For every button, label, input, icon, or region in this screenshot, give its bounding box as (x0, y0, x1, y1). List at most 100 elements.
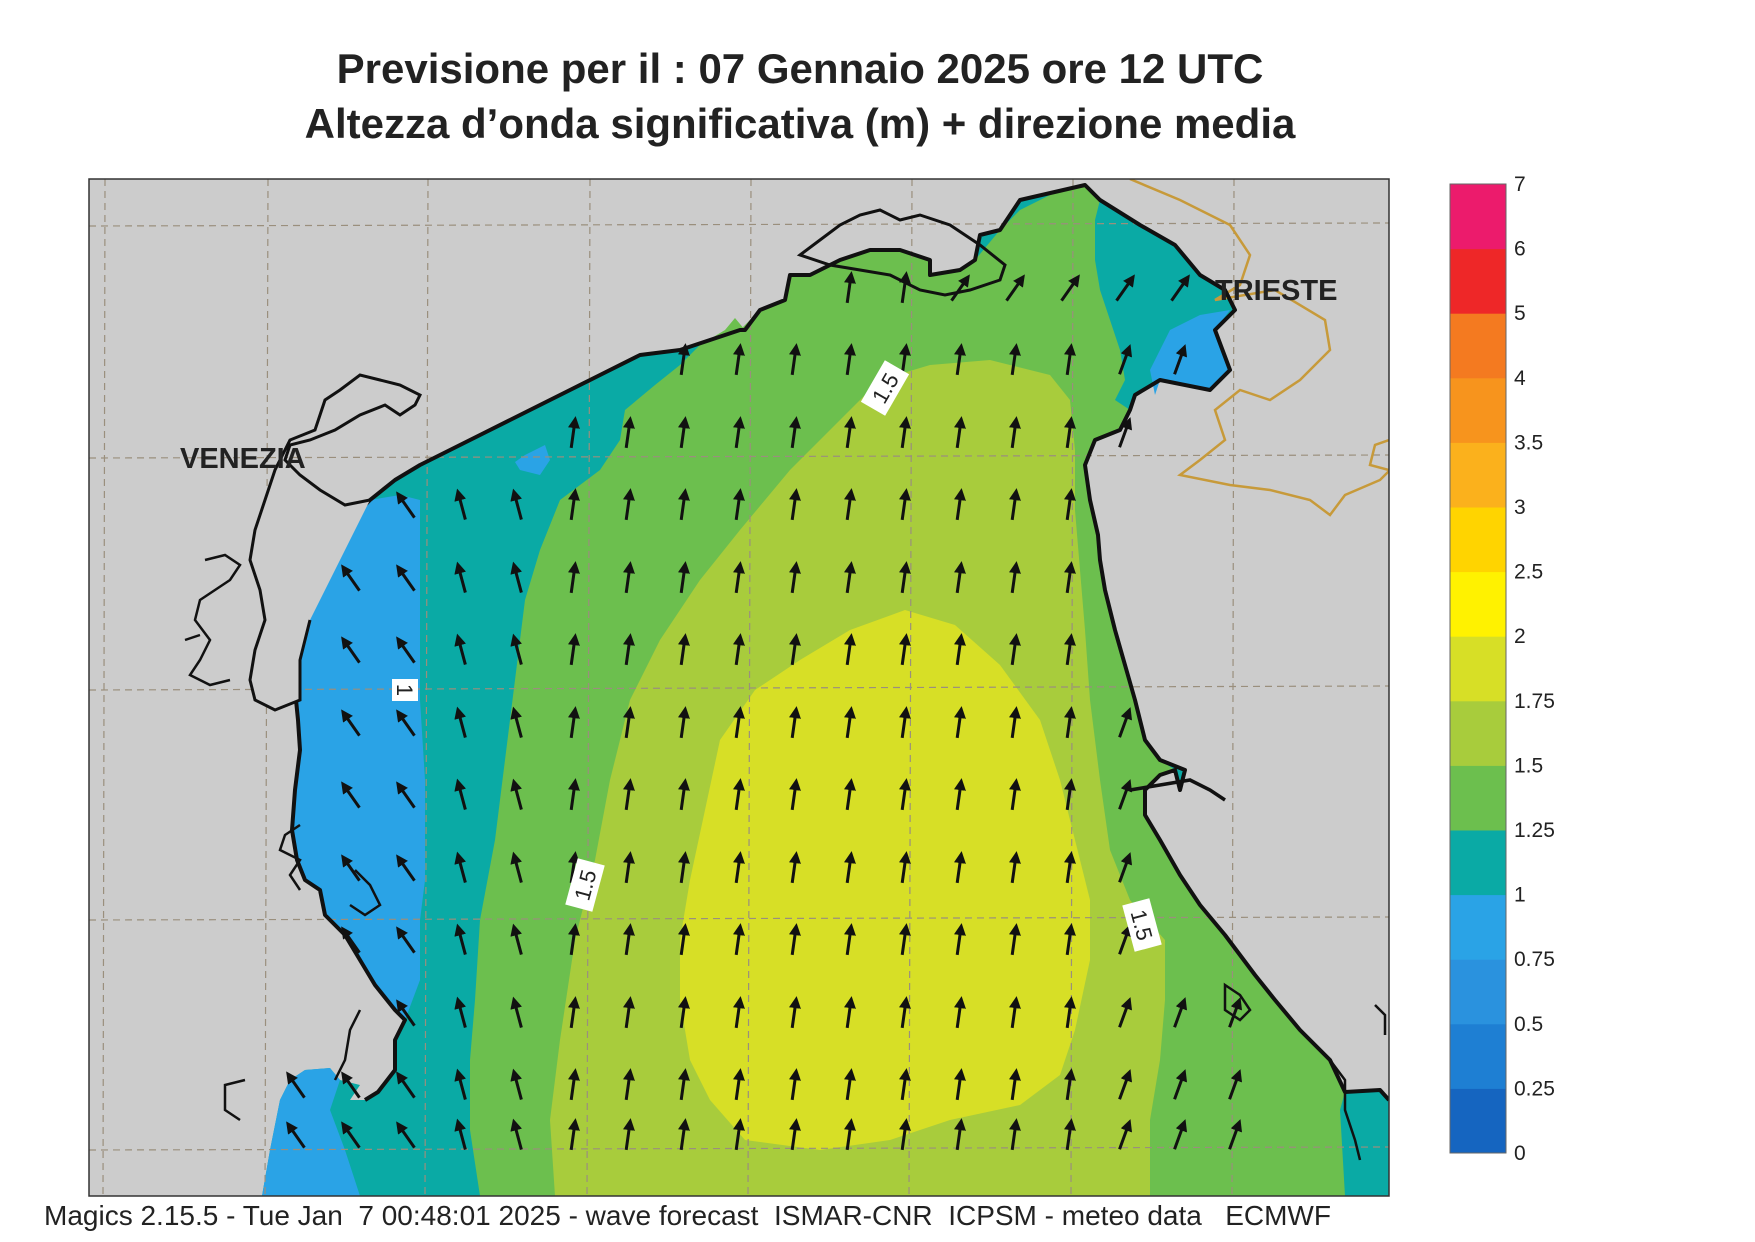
wave-arrow (1009, 996, 1021, 1029)
wave-arrow (733, 1068, 745, 1101)
wave-arrow (899, 778, 911, 811)
map-title: Previsione per il : 07 Gennaio 2025 ore … (336, 45, 1264, 92)
wave-arrow (568, 416, 580, 449)
wave-arrow (899, 416, 911, 449)
city-label-venezia: VENEZIA (180, 443, 306, 475)
wave-arrow (396, 1071, 416, 1099)
wave-arrow (733, 778, 745, 811)
wave-arrow (844, 561, 856, 594)
wave-arrow (954, 706, 966, 739)
wave-arrow (954, 996, 966, 1029)
wave-arrow (844, 271, 856, 304)
wave-arrow (510, 633, 523, 665)
wave-direction-arrows (286, 271, 1243, 1151)
wave-arrow (1118, 707, 1133, 738)
wave-arrow (1064, 851, 1076, 884)
colorbar-tick-label: 0.5 (1514, 1013, 1543, 1036)
wave-arrow (733, 851, 745, 884)
wave-arrow (733, 706, 745, 739)
colorbar-swatch (1450, 1023, 1506, 1089)
wave-arrow (1173, 1069, 1188, 1100)
wave-arrow (1118, 924, 1133, 955)
wave-arrow (899, 1068, 911, 1101)
wave-arrow (454, 561, 467, 593)
wave-arrow (1009, 633, 1021, 666)
wave-arrow (844, 923, 856, 956)
band-blue-west (292, 495, 425, 1020)
grado-lagoon (796, 208, 1007, 297)
map-frame (88, 178, 1390, 1197)
wave-arrow (1064, 633, 1076, 666)
wave-arrow (899, 488, 911, 521)
colorbar-tick-label: 7 (1514, 173, 1526, 196)
wave-arrow (1228, 1069, 1243, 1100)
colorbar-tick-label: 4 (1514, 367, 1526, 390)
wave-arrow (789, 1068, 801, 1101)
colorbar-swatch (1450, 1088, 1506, 1154)
wave-arrow (1009, 343, 1021, 376)
map-subtitle: Altezza d’onda significativa (m) + direz… (304, 100, 1296, 147)
wave-arrow (733, 923, 745, 956)
wave-arrow (454, 633, 467, 665)
colorbar-tick-label: 0 (1514, 1142, 1526, 1165)
wave-arrow (1005, 274, 1025, 302)
wave-arrow (844, 996, 856, 1029)
wave-arrow (1009, 851, 1021, 884)
wave-arrow (568, 778, 580, 811)
wave-arrow (1118, 852, 1133, 883)
wave-arrow (899, 923, 911, 956)
wave-arrow (1173, 1119, 1188, 1150)
wave-arrow (678, 996, 690, 1029)
wave-arrow (568, 561, 580, 594)
wave-arrow (510, 851, 523, 883)
wave-arrow (568, 996, 580, 1029)
wave-arrow (954, 633, 966, 666)
wave-arrow (568, 706, 580, 739)
colorbar-swatch (1450, 636, 1506, 702)
wave-arrow (1009, 778, 1021, 811)
wave-arrow (341, 1121, 361, 1149)
wave-arrow (733, 996, 745, 1029)
colorbar-swatch (1450, 377, 1506, 443)
wave-arrow (844, 416, 856, 449)
wave-arrow (623, 633, 635, 666)
wave-arrow (1064, 706, 1076, 739)
colorbar-tick-label: 2.5 (1514, 561, 1543, 584)
wave-arrow (844, 343, 856, 376)
wave-arrow (510, 778, 523, 810)
colorbar: 0 0.25 0.5 0.75 1 1.25 1.5 1.75 2 2.5 3 3.5 4 5 6 7 (1449, 173, 1555, 1165)
wave-arrow (1064, 778, 1076, 811)
wave-arrow (341, 1071, 361, 1099)
wave-arrow (789, 923, 801, 956)
wave-arrow (733, 488, 745, 521)
wave-arrow (396, 1121, 416, 1149)
wave-arrow (789, 416, 801, 449)
contour-label-1-5-east: 1.5 (1122, 898, 1162, 952)
wave-arrow (1009, 1118, 1021, 1151)
wave-arrow (899, 271, 911, 304)
colorbar-tick-label: 0.75 (1514, 948, 1555, 971)
wave-arrow (678, 633, 690, 666)
wave-arrow (1118, 1119, 1133, 1150)
wave-arrow (1009, 561, 1021, 594)
wave-arrow (454, 851, 467, 883)
national-border (1129, 179, 1389, 517)
wave-arrow (341, 854, 361, 882)
wave-arrow (1118, 779, 1133, 810)
wave-arrow (1009, 488, 1021, 521)
wave-arrow (954, 416, 966, 449)
croatia-islands (1223, 982, 1387, 1161)
wave-arrow (454, 706, 467, 738)
wave-arrow (1064, 416, 1076, 449)
contour-label-1-5-west: 1.5 (565, 858, 605, 912)
colorbar-swatch (1450, 248, 1506, 314)
wave-arrow (623, 1118, 635, 1151)
wave-arrow (454, 1068, 467, 1100)
wave-arrow (789, 343, 801, 376)
wave-arrow (623, 923, 635, 956)
wave-arrow (899, 1118, 911, 1151)
wave-arrow (1009, 1068, 1021, 1101)
colorbar-tick-label: 5 (1514, 302, 1526, 325)
wave-arrow (954, 1118, 966, 1151)
